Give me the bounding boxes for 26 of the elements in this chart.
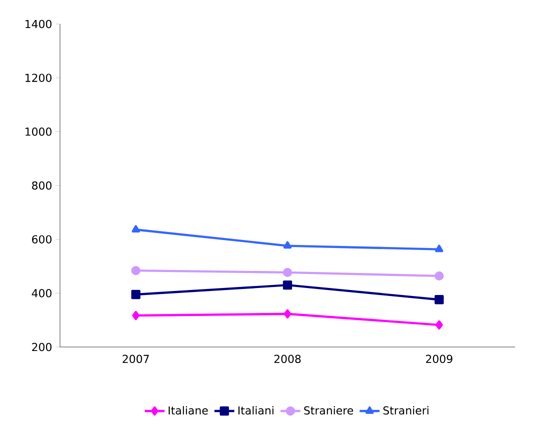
- legend-label: Stranieri: [383, 406, 428, 415]
- point: [283, 241, 292, 249]
- point: [131, 290, 140, 300]
- x-tick-label: 2008: [274, 354, 301, 364]
- y-tick-label: 800: [32, 181, 52, 190]
- point: [435, 320, 443, 330]
- y-tick-label: 600: [32, 235, 52, 244]
- y-tick-label: 1200: [26, 74, 52, 82]
- point: [131, 266, 140, 276]
- legend-label: Straniere: [304, 406, 354, 415]
- point: [132, 225, 140, 232]
- x-tick-label: 2009: [426, 354, 452, 364]
- point: [282, 268, 292, 278]
- legend-label: Italiani: [238, 406, 274, 415]
- point: [434, 271, 444, 281]
- point: [284, 309, 292, 318]
- point: [282, 280, 292, 290]
- y-tick-label: 400: [32, 289, 52, 298]
- y-tick-label: 200: [32, 342, 52, 352]
- y-tick-label: 1000: [26, 128, 52, 136]
- legend-label: Italiane: [168, 406, 208, 415]
- x-tick-label: 2007: [122, 354, 149, 364]
- point: [434, 295, 444, 304]
- y-tick-label: 1400: [26, 20, 52, 28]
- point: [435, 244, 444, 252]
- point: [132, 310, 140, 320]
